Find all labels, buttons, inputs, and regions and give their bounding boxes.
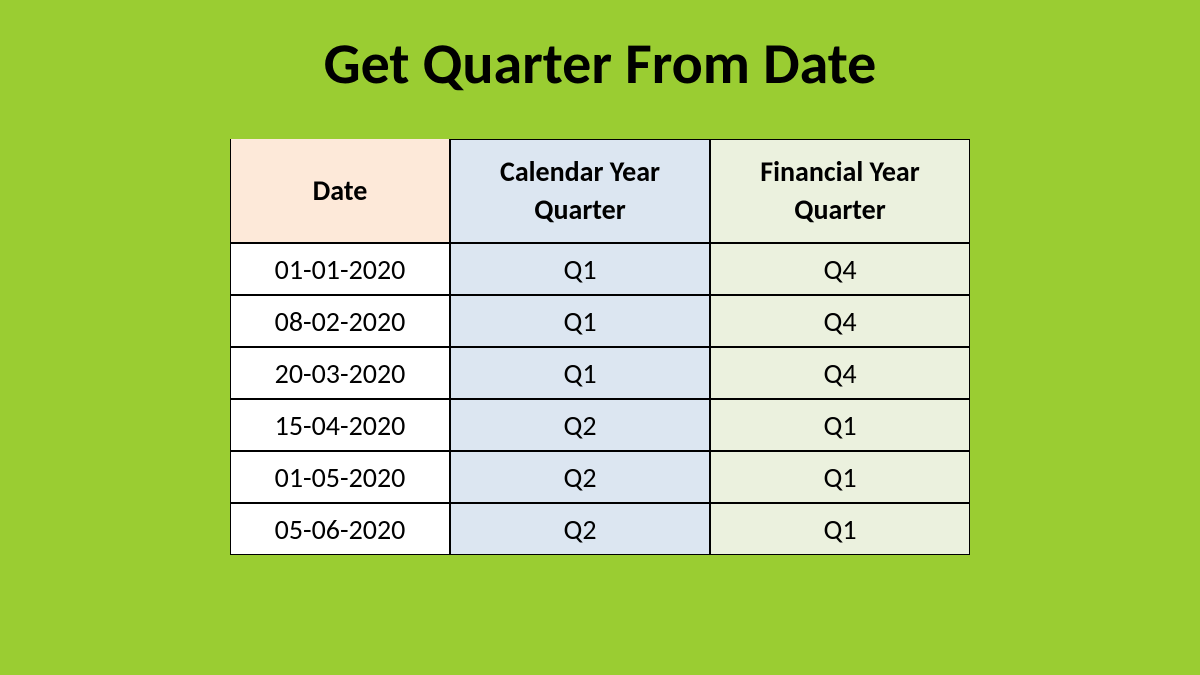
cell-fin-quarter: Q1 xyxy=(710,399,970,451)
cell-cal-quarter: Q1 xyxy=(450,347,710,399)
header-financial-quarter: Financial Year Quarter xyxy=(710,139,970,243)
cell-fin-quarter: Q4 xyxy=(710,295,970,347)
cell-cal-quarter: Q1 xyxy=(450,243,710,295)
table-row: 20-03-2020 Q1 Q4 xyxy=(230,347,970,399)
header-cal-line2: Quarter xyxy=(534,191,625,229)
cell-fin-quarter: Q1 xyxy=(710,503,970,555)
table-header-row: Date Calendar Year Quarter Financial Yea… xyxy=(230,139,970,243)
cell-date: 05-06-2020 xyxy=(230,503,450,555)
table-row: 05-06-2020 Q2 Q1 xyxy=(230,503,970,555)
cell-fin-quarter: Q4 xyxy=(710,347,970,399)
cell-cal-quarter: Q2 xyxy=(450,451,710,503)
quarter-table: Date Calendar Year Quarter Financial Yea… xyxy=(230,139,970,555)
cell-date: 01-01-2020 xyxy=(230,243,450,295)
header-date: Date xyxy=(230,139,450,243)
cell-date: 01-05-2020 xyxy=(230,451,450,503)
cell-date: 20-03-2020 xyxy=(230,347,450,399)
cell-cal-quarter: Q2 xyxy=(450,503,710,555)
table-row: 08-02-2020 Q1 Q4 xyxy=(230,295,970,347)
header-calendar-quarter: Calendar Year Quarter xyxy=(450,139,710,243)
table-row: 15-04-2020 Q2 Q1 xyxy=(230,399,970,451)
cell-date: 15-04-2020 xyxy=(230,399,450,451)
cell-cal-quarter: Q2 xyxy=(450,399,710,451)
header-cal-line1: Calendar Year xyxy=(500,153,660,191)
cell-fin-quarter: Q4 xyxy=(710,243,970,295)
cell-fin-quarter: Q1 xyxy=(710,451,970,503)
table-row: 01-01-2020 Q1 Q4 xyxy=(230,243,970,295)
cell-date: 08-02-2020 xyxy=(230,295,450,347)
table-row: 01-05-2020 Q2 Q1 xyxy=(230,451,970,503)
page-title: Get Quarter From Date xyxy=(324,28,877,99)
cell-cal-quarter: Q1 xyxy=(450,295,710,347)
header-fin-line2: Quarter xyxy=(794,191,885,229)
header-fin-line1: Financial Year xyxy=(760,153,919,191)
